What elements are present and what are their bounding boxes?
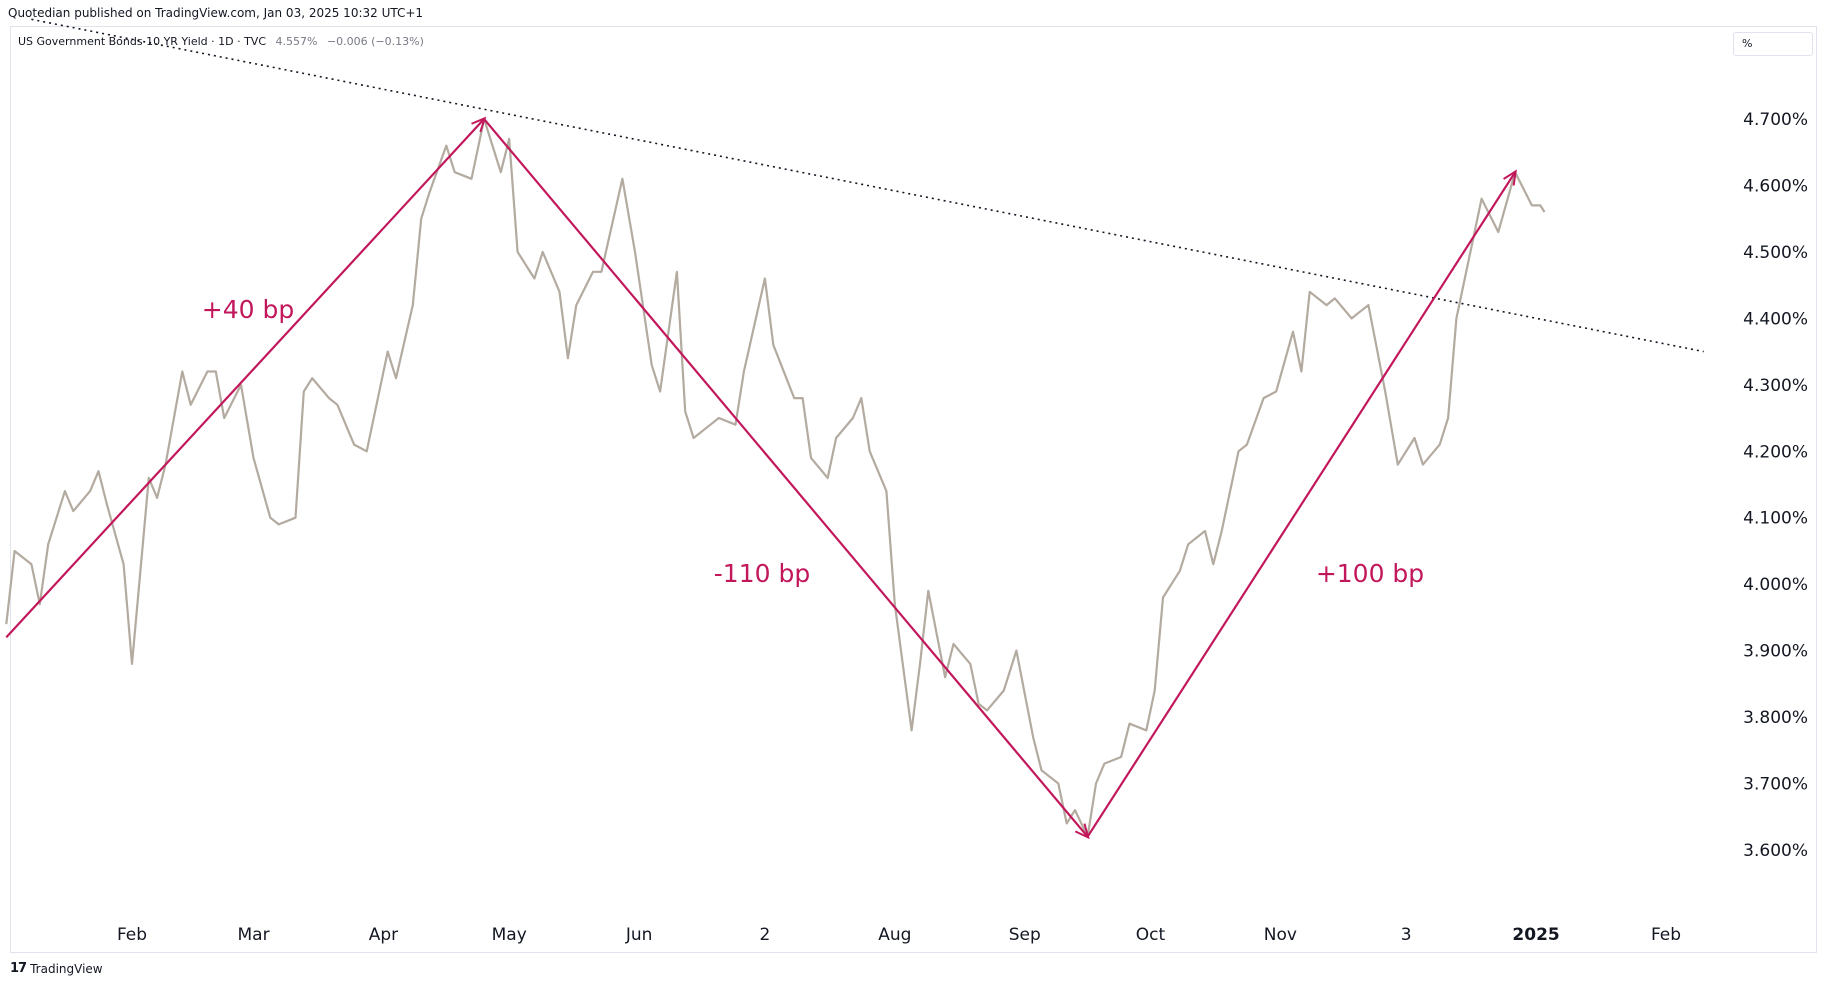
x-tick-label: Nov (1264, 925, 1297, 945)
y-tick-label: 4.500% (1743, 243, 1808, 263)
footer-brand: TradingView (30, 961, 103, 976)
price-series-layer (5, 117, 1546, 838)
x-tick-label: Feb (1651, 925, 1681, 945)
x-tick-label: Apr (369, 925, 398, 945)
move-label: +40 bp (202, 295, 294, 324)
publisher-line: Quotedian published on TradingView.com, … (8, 6, 424, 20)
change-value: −0.006 (−0.13%) (326, 35, 424, 48)
x-tick-label: Aug (878, 925, 911, 945)
chart-frame (10, 26, 1817, 953)
x-tick-label: 2025 (1512, 925, 1559, 945)
y-tick-label: 3.600% (1743, 841, 1808, 861)
scale-percent-button[interactable]: % (1733, 32, 1813, 56)
x-axis: Feb Mar Apr May Jun 2 Aug Sep Oct Nov 3 2025 Feb (117, 925, 1681, 945)
symbol-name: US Government Bonds 10 YR Yield · 1D · T… (18, 35, 266, 48)
last-value: 4.557% (275, 35, 318, 48)
y-tick-label: 4.400% (1743, 309, 1808, 329)
y-tick-label: 3.700% (1743, 775, 1808, 795)
trendline-layer (31, 18, 1704, 353)
y-tick-label: 4.700% (1743, 110, 1808, 130)
symbol-legend[interactable]: US Government Bonds 10 YR Yield · 1D · T… (18, 35, 424, 48)
y-tick-label: 4.100% (1743, 509, 1808, 529)
y-tick-label: 3.800% (1743, 708, 1808, 728)
y-axis: 4.700% 4.600% 4.500% 4.400% 4.300% 4.200% 4.10… (1743, 110, 1808, 861)
move-arrow[interactable] (483, 118, 1088, 837)
y-tick-label: 4.600% (1743, 176, 1808, 196)
x-tick-label: May (492, 925, 527, 945)
resistance-trendline[interactable] (31, 18, 1704, 353)
move-arrow[interactable] (5, 119, 484, 639)
move-label: -110 bp (714, 559, 810, 588)
x-tick-label: Oct (1136, 925, 1166, 945)
yield-series-line[interactable] (5, 117, 1546, 838)
y-tick-label: 3.900% (1743, 642, 1808, 662)
footer: 17 TradingView (10, 961, 103, 976)
x-tick-label: Sep (1009, 925, 1041, 945)
y-tick-label: 4.300% (1743, 376, 1808, 396)
annotation-layer: +40 bp -110 bp +100 bp (5, 118, 1516, 838)
y-tick-label: 4.200% (1743, 442, 1808, 462)
move-arrow[interactable] (1086, 172, 1516, 838)
x-tick-label: 3 (1401, 925, 1412, 945)
x-tick-label: Jun (625, 925, 653, 945)
tradingview-logo-icon: 17 (10, 961, 27, 976)
x-tick-label: Mar (238, 925, 270, 945)
x-tick-label: Feb (117, 925, 147, 945)
y-tick-label: 4.000% (1743, 575, 1808, 595)
move-label: +100 bp (1316, 559, 1424, 588)
x-tick-label: 2 (759, 925, 770, 945)
